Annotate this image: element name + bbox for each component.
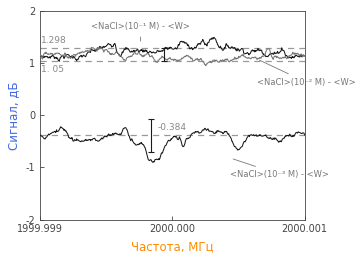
Text: 1.298: 1.298 — [41, 36, 67, 46]
Y-axis label: Сигнал, дБ: Сигнал, дБ — [7, 81, 20, 150]
Text: <NaCl>(10⁻³ M) - <W>: <NaCl>(10⁻³ M) - <W> — [230, 159, 329, 179]
Text: 1. 05: 1. 05 — [41, 65, 64, 74]
X-axis label: Частота, МГц: Частота, МГц — [131, 240, 213, 253]
Text: <NaCl>(10⁻¹ M) - <W>: <NaCl>(10⁻¹ M) - <W> — [91, 22, 190, 41]
Text: -0.384: -0.384 — [158, 123, 187, 132]
Text: <NaCl>(10⁻² M) - <W>: <NaCl>(10⁻² M) - <W> — [257, 60, 356, 87]
